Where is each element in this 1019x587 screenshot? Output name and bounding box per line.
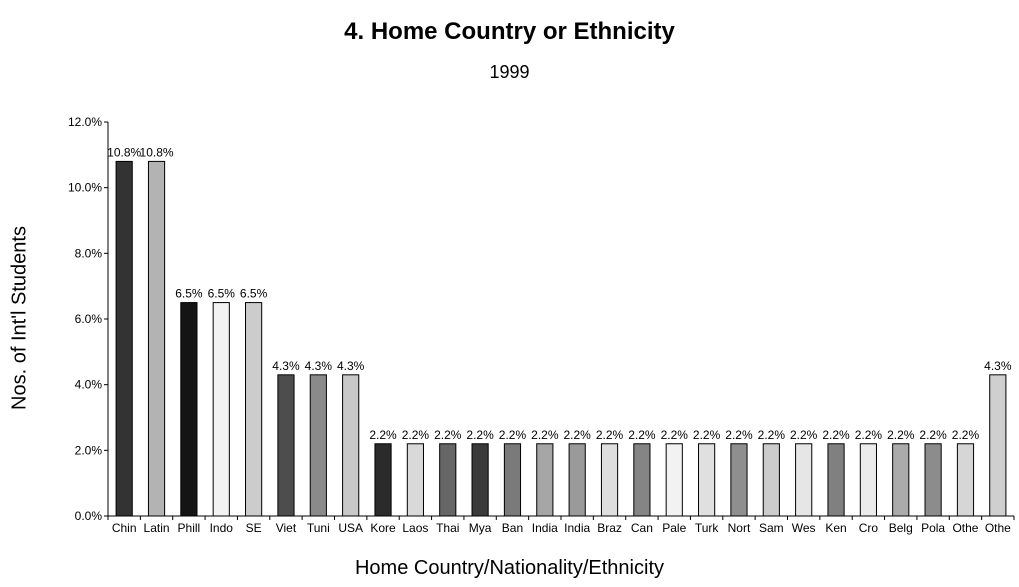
- x-tick-label: Chin: [112, 521, 137, 535]
- bar: [892, 443, 910, 517]
- x-tick-label: Belg: [889, 521, 913, 535]
- x-tick-label: Ken: [825, 521, 846, 535]
- data-label: 2.2%: [466, 428, 494, 442]
- bar: [665, 443, 683, 517]
- data-label: 2.2%: [628, 428, 656, 442]
- x-tick-label: USA: [338, 521, 363, 535]
- data-label: 2.2%: [402, 428, 430, 442]
- x-tick-label: Ban: [502, 521, 523, 535]
- data-label: 4.3%: [305, 359, 333, 373]
- bar: [245, 302, 263, 517]
- x-tick-label: Nort: [728, 521, 751, 535]
- x-tick-label: Tuni: [307, 521, 330, 535]
- x-tick-label: Wes: [792, 521, 816, 535]
- x-tick-label: Mya: [469, 521, 492, 535]
- chart-title: 4. Home Country or Ethnicity: [344, 18, 675, 45]
- x-tick-label: Turk: [695, 521, 720, 535]
- x-tick-label: Othe: [952, 521, 978, 535]
- bar: [730, 443, 748, 517]
- data-label: 2.2%: [434, 428, 462, 442]
- y-tick-label: 12.0%: [68, 115, 102, 129]
- data-label: 2.2%: [758, 428, 786, 442]
- bar: [795, 443, 813, 517]
- x-tick-label: Pola: [921, 521, 945, 535]
- bar: [956, 443, 975, 517]
- x-tick-label: India: [564, 521, 590, 535]
- x-tick-label: Indo: [210, 521, 234, 535]
- x-tick-label: Thai: [436, 521, 459, 535]
- data-label: 6.5%: [240, 287, 268, 301]
- bar: [633, 443, 651, 517]
- bar: [762, 443, 780, 517]
- y-tick-label: 0.0%: [75, 509, 103, 523]
- x-tick-label: Pale: [662, 521, 686, 535]
- bar: [180, 302, 198, 517]
- data-label: 2.2%: [563, 428, 591, 442]
- data-label: 6.5%: [208, 287, 236, 301]
- data-label: 6.5%: [175, 287, 203, 301]
- data-label: 2.2%: [369, 428, 397, 442]
- bar: [115, 160, 133, 517]
- y-tick-label: 4.0%: [75, 378, 103, 392]
- data-label: 10.8%: [107, 145, 141, 159]
- bar: [859, 443, 877, 517]
- bar: [212, 302, 230, 517]
- data-label: 2.2%: [725, 428, 753, 442]
- x-tick-label: Viet: [276, 521, 297, 535]
- data-label: 2.2%: [661, 428, 689, 442]
- data-label: 10.8%: [140, 145, 174, 159]
- data-label: 2.2%: [952, 428, 980, 442]
- data-label: 2.2%: [822, 428, 850, 442]
- data-label: 2.2%: [919, 428, 947, 442]
- bar: [406, 443, 424, 517]
- bar: [374, 443, 392, 517]
- data-label: 2.2%: [887, 428, 915, 442]
- x-tick-label: India: [532, 521, 558, 535]
- y-tick-label: 2.0%: [75, 443, 103, 457]
- bar: [503, 443, 522, 517]
- bar: [827, 443, 845, 517]
- data-label: 2.2%: [499, 428, 527, 442]
- x-tick-label: Sam: [759, 521, 784, 535]
- x-tick-label: SE: [246, 521, 262, 535]
- data-label: 4.3%: [984, 359, 1012, 373]
- bar: [924, 443, 942, 517]
- bar: [568, 443, 586, 517]
- bar: [698, 443, 716, 517]
- bar: [471, 443, 489, 517]
- bar: [309, 374, 327, 517]
- data-label: 2.2%: [790, 428, 818, 442]
- bar: [600, 443, 619, 517]
- x-tick-label: Latin: [144, 521, 170, 535]
- data-label: 4.3%: [272, 359, 300, 373]
- x-tick-label: Kore: [370, 521, 396, 535]
- bar: [439, 443, 457, 517]
- bar: [147, 160, 166, 517]
- x-tick-label: Laos: [402, 521, 428, 535]
- bar: [536, 443, 554, 517]
- bar: [342, 374, 360, 517]
- x-tick-label: Braz: [597, 521, 622, 535]
- data-label: 2.2%: [855, 428, 883, 442]
- x-axis-label: Home Country/Nationality/Ethnicity: [354, 557, 664, 579]
- data-label: 2.2%: [531, 428, 559, 442]
- x-tick-label: Othe: [985, 521, 1011, 535]
- x-tick-label: Phill: [178, 521, 201, 535]
- y-tick-label: 6.0%: [75, 312, 103, 326]
- data-label: 2.2%: [596, 428, 624, 442]
- y-tick-label: 10.0%: [68, 181, 102, 195]
- x-tick-label: Cro: [859, 521, 879, 535]
- bar: [989, 374, 1007, 517]
- data-label: 4.3%: [337, 359, 365, 373]
- y-tick-label: 8.0%: [75, 246, 103, 260]
- x-tick-label: Can: [631, 521, 653, 535]
- bar: [277, 374, 295, 517]
- data-label: 2.2%: [693, 428, 721, 442]
- chart-subtitle: 1999: [489, 62, 530, 82]
